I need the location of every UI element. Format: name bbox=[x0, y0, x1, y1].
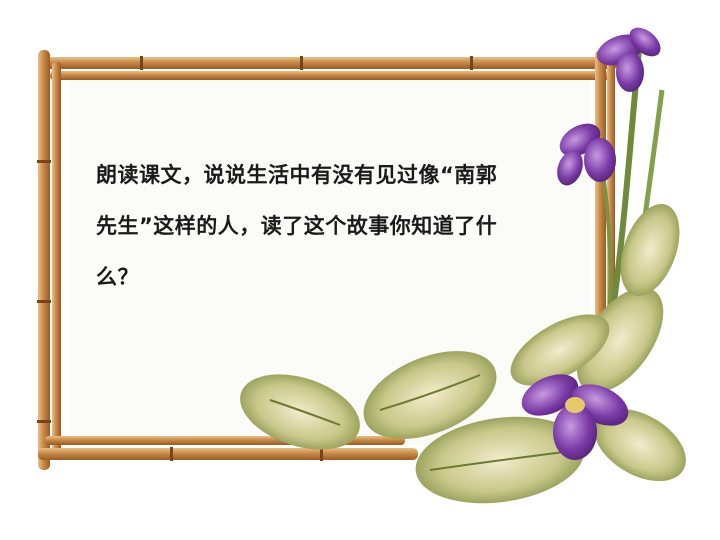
iris-flower-top bbox=[596, 27, 661, 92]
bamboo-top bbox=[38, 56, 618, 80]
question-text: 朗读课文，说说生活中有没有见过像“南郭 先生”这样的人，读了这个故事你知道了什 … bbox=[96, 150, 556, 303]
iris-flower-bottom bbox=[521, 374, 629, 460]
frame-panel bbox=[70, 75, 590, 445]
question-line-2: 先生”这样的人，读了这个故事你知道了什 bbox=[96, 214, 498, 238]
question-line-1: 朗读课文，说说生活中有没有见过像“南郭 bbox=[96, 163, 498, 187]
question-line-3: 么？ bbox=[96, 265, 139, 289]
leaf-cluster bbox=[240, 204, 686, 504]
bamboo-bottom bbox=[38, 436, 418, 461]
iris-flower-middle bbox=[557, 123, 616, 186]
bamboo-left bbox=[37, 50, 61, 470]
